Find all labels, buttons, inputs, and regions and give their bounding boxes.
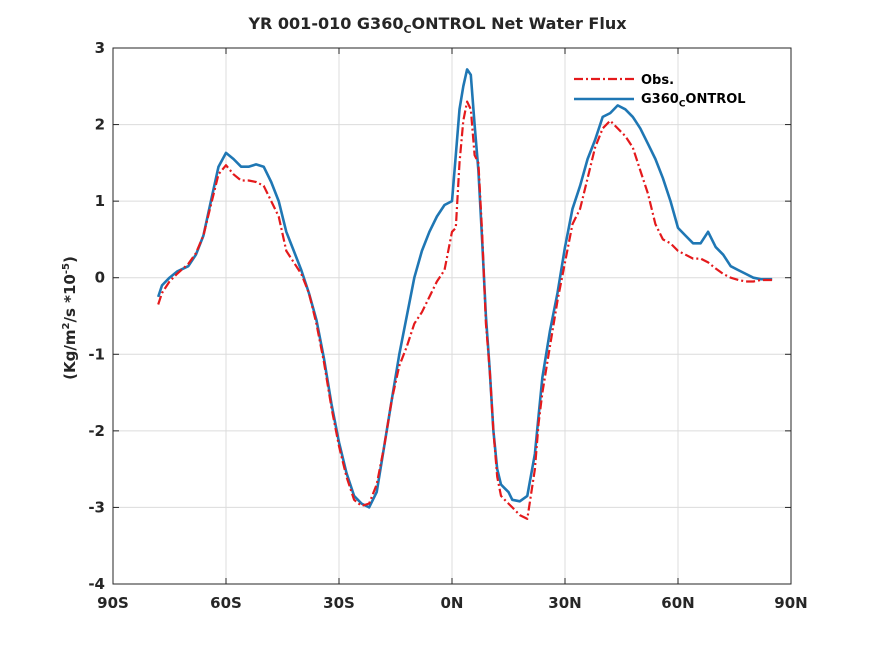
legend [574, 77, 634, 101]
y-tick-label: -2 [88, 422, 105, 440]
y-tick-label: -1 [88, 345, 105, 363]
y-tick-label: 1 [95, 192, 105, 210]
series-line-obs [157, 100, 773, 521]
legend-label-obs: Obs. [641, 73, 675, 88]
y-tick-label: 3 [95, 39, 105, 57]
y-tick-label: -4 [88, 575, 105, 593]
x-tick-label: 30S [323, 594, 355, 612]
series-line-model [156, 68, 773, 509]
legend-label-model: G360CONTROL [641, 92, 746, 110]
x-tick-label: 90N [774, 594, 807, 612]
axis-ticks: 90S 60S 30S 0N 30N 60N 90N -4 -3 -2 -1 0 1 2 3 [88, 39, 807, 612]
y-tick-label: 0 [95, 269, 105, 287]
x-tick-label: 60N [661, 594, 694, 612]
x-tick-label: 0N [441, 594, 464, 612]
y-axis-label: (Kg/m2/s *10-5) [61, 256, 79, 380]
y-tick-label: 2 [95, 116, 105, 134]
x-tick-label: 90S [97, 594, 129, 612]
x-tick-label: 60S [210, 594, 242, 612]
series-lines [156, 68, 773, 521]
chart-title: YR 001-010 G360CONTROL Net Water Flux [248, 14, 627, 37]
y-tick-label: -3 [88, 498, 105, 516]
grid-lines [113, 48, 791, 584]
x-tick-label: 30N [548, 594, 581, 612]
